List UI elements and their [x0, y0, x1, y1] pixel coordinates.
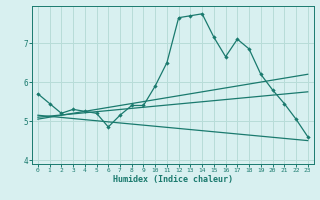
- X-axis label: Humidex (Indice chaleur): Humidex (Indice chaleur): [113, 175, 233, 184]
